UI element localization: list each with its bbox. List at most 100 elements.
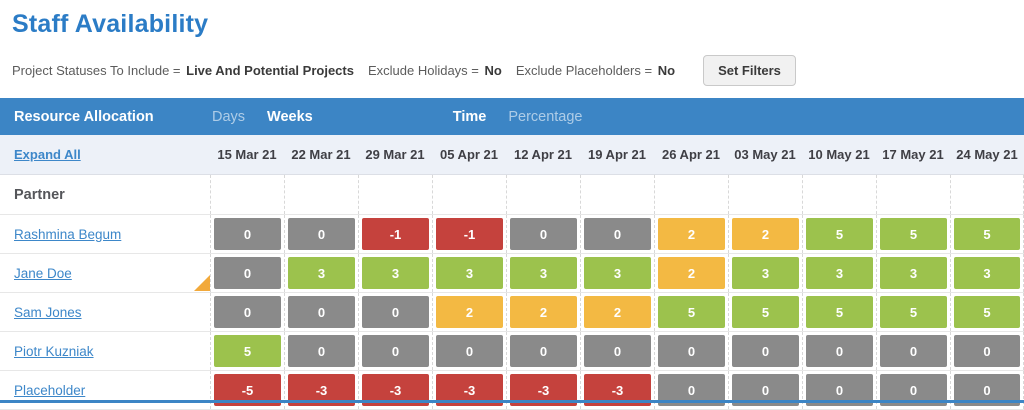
- value-column: 0: [210, 215, 284, 253]
- column-header-date: 24 May 21: [956, 147, 1018, 162]
- table-row: Sam Jones 0 0 0 2 2 2 5 5 5 5 5: [0, 293, 1024, 332]
- value-column: [506, 175, 580, 214]
- toolbar-title: Resource Allocation: [14, 108, 154, 125]
- value-column: 0: [432, 332, 506, 370]
- allocation-value-cell: 5: [214, 335, 281, 367]
- value-column: 2: [432, 293, 506, 331]
- allocation-value-cell: 3: [806, 257, 873, 289]
- value-column: 0: [284, 215, 358, 253]
- allocation-value-cell: 5: [658, 296, 725, 328]
- allocation-value-cell: 0: [288, 218, 355, 250]
- filter-exclude-holidays: Exclude Holidays = No: [368, 63, 502, 78]
- value-column: 0: [506, 215, 580, 253]
- allocation-value-cell: 0: [880, 335, 947, 367]
- column-header-date: 10 May 21: [808, 147, 870, 162]
- allocation-value-cell: 3: [288, 257, 355, 289]
- column-header-date: 19 Apr 21: [587, 147, 647, 162]
- value-column: -3: [284, 371, 358, 409]
- staff-name-cell: Sam Jones: [0, 293, 210, 331]
- value-column: [728, 175, 802, 214]
- allocation-value-cell: 2: [732, 218, 799, 250]
- value-column: -3: [432, 371, 506, 409]
- value-column: 3: [284, 254, 358, 292]
- filter-label: Exclude Holidays =: [367, 63, 479, 78]
- allocation-value-cell: 3: [584, 257, 651, 289]
- allocation-value-cell: 5: [806, 296, 873, 328]
- allocation-value-cell: 0: [288, 335, 355, 367]
- column-header-date: 03 May 21: [734, 147, 796, 162]
- toggle-weeks[interactable]: Weeks: [267, 108, 313, 125]
- allocation-value-cell: 0: [584, 335, 651, 367]
- value-column: 5: [950, 215, 1024, 253]
- value-column: 3: [950, 254, 1024, 292]
- allocation-value-cell: 2: [436, 296, 503, 328]
- value-column: 3: [358, 254, 432, 292]
- value-column: 0: [728, 371, 802, 409]
- staff-name-link[interactable]: Sam Jones: [14, 304, 82, 320]
- allocation-value-cell: 0: [288, 296, 355, 328]
- toggle-days[interactable]: Days: [212, 108, 246, 125]
- value-column: [876, 175, 950, 214]
- page-header: Staff Availability Project Statuses To I…: [0, 0, 1024, 86]
- value-column: 2: [580, 293, 654, 331]
- filter-summary: Project Statuses To Include = Live And P…: [12, 55, 1012, 86]
- value-column: 5: [728, 293, 802, 331]
- expand-all-link[interactable]: Expand All: [14, 146, 81, 162]
- column-header-date: 15 Mar 21: [217, 147, 277, 162]
- table-row: Jane Doe 0 3 3 3 3 3 2 3 3 3 3: [0, 254, 1024, 293]
- value-column: 5: [876, 293, 950, 331]
- value-column: [284, 175, 358, 214]
- value-column: 3: [506, 254, 580, 292]
- value-column: 3: [728, 254, 802, 292]
- toggle-time[interactable]: Time: [452, 108, 487, 125]
- group-label-cell: Partner: [0, 175, 210, 214]
- value-column: 3: [876, 254, 950, 292]
- set-filters-button[interactable]: Set Filters: [703, 55, 796, 86]
- value-column: -1: [432, 215, 506, 253]
- staff-name-link[interactable]: Piotr Kuzniak: [14, 343, 94, 359]
- value-column: 2: [506, 293, 580, 331]
- value-column: 0: [284, 332, 358, 370]
- value-column: 5: [802, 215, 876, 253]
- value-column: [950, 175, 1024, 214]
- staff-name-link[interactable]: Rashmina Begum: [14, 226, 122, 242]
- value-column: 0: [358, 332, 432, 370]
- allocation-value-cell: 3: [436, 257, 503, 289]
- allocation-value-cell: 5: [954, 296, 1020, 328]
- column-header-date: 29 Mar 21: [365, 147, 425, 162]
- filter-value: Live And Potential Projects: [186, 63, 354, 78]
- value-column: -3: [506, 371, 580, 409]
- allocation-value-cell: 0: [362, 296, 429, 328]
- allocation-value-cell: 3: [954, 257, 1020, 289]
- next-section-bar: [0, 400, 1024, 403]
- staff-name-link[interactable]: Placeholder: [14, 382, 86, 398]
- allocation-value-cell: -1: [436, 218, 503, 250]
- column-header-date: 22 Mar 21: [291, 147, 351, 162]
- expand-all-cell: Expand All: [0, 146, 210, 164]
- value-column: 0: [580, 332, 654, 370]
- toggle-percentage[interactable]: Percentage: [508, 108, 583, 125]
- value-column: [654, 175, 728, 214]
- table-row: Rashmina Begum 0 0 -1 -1 0 0 2 2 5 5 5: [0, 215, 1024, 254]
- filter-label: Project Statuses To Include =: [12, 63, 181, 78]
- value-column: 0: [876, 371, 950, 409]
- value-column: 0: [950, 371, 1024, 409]
- value-column: 0: [728, 332, 802, 370]
- value-column: 5: [802, 293, 876, 331]
- allocation-value-cell: -1: [362, 218, 429, 250]
- staff-name-cell: Piotr Kuzniak: [0, 332, 210, 370]
- allocation-value-cell: 0: [214, 257, 281, 289]
- allocation-value-cell: 2: [658, 257, 725, 289]
- staff-name-link[interactable]: Jane Doe: [14, 265, 72, 281]
- allocation-value-cell: 0: [806, 335, 873, 367]
- value-column: 5: [950, 293, 1024, 331]
- column-header-date: 05 Apr 21: [439, 147, 499, 162]
- value-column: 5: [210, 332, 284, 370]
- allocation-value-cell: 0: [510, 218, 577, 250]
- value-column: 2: [654, 254, 728, 292]
- value-column: 5: [654, 293, 728, 331]
- resource-allocation-toolbar: Resource Allocation Days Weeks Time Perc…: [0, 98, 1024, 135]
- filter-project-statuses: Project Statuses To Include = Live And P…: [12, 63, 354, 78]
- allocation-value-cell: 5: [732, 296, 799, 328]
- allocation-value-cell: 0: [732, 335, 799, 367]
